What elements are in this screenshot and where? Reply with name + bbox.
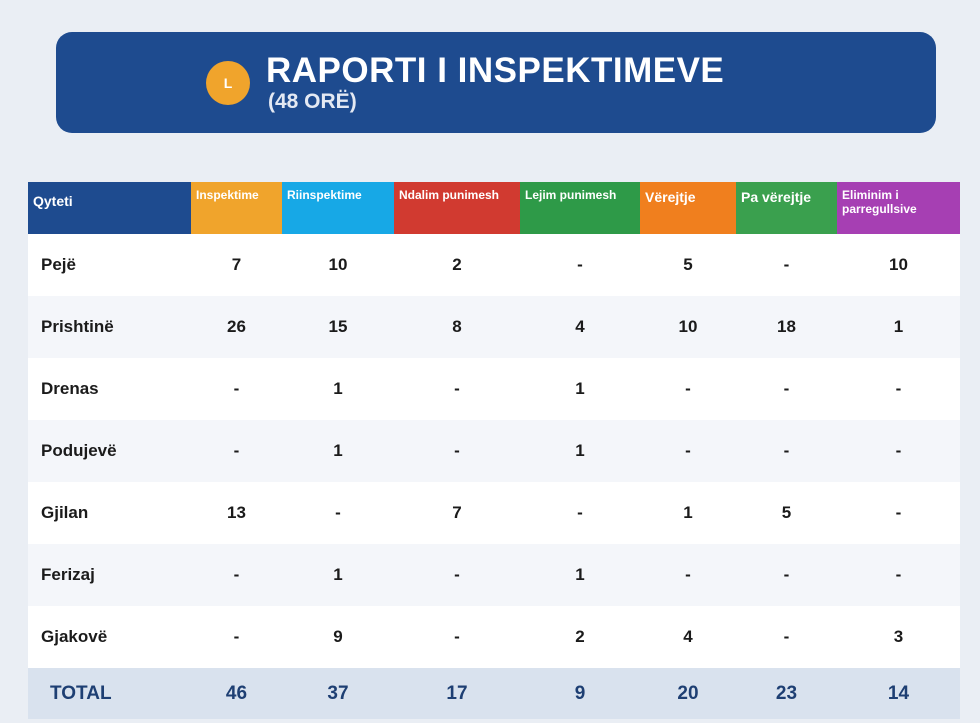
table-cell: - — [454, 565, 460, 584]
table-cell: 18 — [777, 317, 796, 336]
total-cell: 14 — [887, 682, 910, 704]
table-cell: - — [895, 565, 902, 584]
table-cell: 10 — [678, 317, 698, 336]
table-row: Drenas - 1 - 1 - - - — [28, 358, 960, 420]
total-row: TOTAL 46 37 17 9 20 23 14 — [28, 668, 960, 719]
table-cell: - — [895, 503, 902, 522]
table-cell: - — [454, 627, 460, 646]
total-label: TOTAL — [50, 682, 112, 704]
table-cell: 1 — [575, 441, 585, 460]
table-cell: 1 — [893, 317, 904, 336]
table-cell: - — [685, 441, 691, 460]
table-row: Podujevë - 1 - 1 - - - — [28, 420, 960, 482]
table-cell: - — [233, 379, 240, 398]
table-cell: - — [233, 441, 240, 460]
table-row: Ferizaj - 1 - 1 - - - — [28, 544, 960, 606]
total-cell: 37 — [327, 682, 349, 704]
total-cell: 46 — [225, 682, 248, 704]
table-cell: 4 — [575, 317, 585, 336]
row-city: Gjilan — [41, 503, 89, 522]
inspection-table: Qyteti Inspektime Riinspektime Ndalim pu… — [28, 182, 960, 719]
table-cell: - — [577, 503, 583, 522]
column-header-no-remarks: Pa vërejtje — [736, 182, 837, 234]
total-cell: 23 — [775, 682, 798, 704]
total-cell: 9 — [574, 682, 586, 704]
column-header-city: Qyteti — [28, 182, 191, 234]
table-cell: - — [454, 441, 460, 460]
table-header: Qyteti Inspektime Riinspektime Ndalim pu… — [28, 182, 960, 234]
total-cell: 20 — [677, 682, 699, 704]
table-cell: 26 — [227, 317, 246, 336]
table-row: Prishtinë 26 15 8 4 10 18 1 — [28, 296, 960, 358]
table-cell: - — [783, 255, 790, 274]
table-row: Gjakovë - 9 - 2 4 - 3 — [28, 606, 960, 668]
table-cell: 13 — [227, 503, 246, 522]
row-city: Gjakovë — [41, 627, 108, 646]
column-header-remarks: Vërejtje — [640, 182, 736, 234]
table-cell: 1 — [333, 565, 343, 584]
table-cell: 1 — [575, 565, 585, 584]
table-cell: - — [783, 565, 790, 584]
table-cell: 9 — [333, 627, 343, 646]
total-cell: 17 — [446, 682, 468, 704]
row-city: Prishtinë — [41, 317, 114, 336]
table-cell: 7 — [452, 503, 462, 522]
title-banner: L RAPORTI I INSPEKTIMEVE (48 ORË) — [56, 32, 936, 133]
table-cell: 7 — [231, 255, 242, 274]
table-cell: 1 — [333, 441, 343, 460]
table-cell: 15 — [328, 317, 348, 336]
table-cell: 4 — [683, 627, 693, 646]
table-cell: - — [577, 255, 583, 274]
table-cell: 2 — [452, 255, 462, 274]
table-row: Gjilan 13 - 7 - 1 5 - — [28, 482, 960, 544]
table-cell: - — [783, 441, 790, 460]
column-header-work-permit: Lejim punimesh — [520, 182, 640, 234]
table-cell: - — [233, 627, 240, 646]
table-cell: 1 — [575, 379, 585, 398]
table-cell: 1 — [683, 503, 693, 522]
table-cell: 5 — [683, 255, 693, 274]
column-header-inspections: Inspektime — [191, 182, 282, 234]
row-city: Ferizaj — [41, 565, 95, 584]
table-cell: - — [335, 503, 341, 522]
table-cell: 10 — [889, 255, 908, 274]
page-title: RAPORTI I INSPEKTIMEVE — [266, 50, 725, 90]
table-cell: 2 — [575, 627, 585, 646]
table-cell: - — [233, 565, 240, 584]
table-cell: 1 — [333, 379, 343, 398]
table-cell: - — [783, 379, 790, 398]
column-header-work-stop: Ndalim punimesh — [394, 182, 520, 234]
table-cell: - — [895, 379, 902, 398]
column-header-reinspections: Riinspektime — [282, 182, 394, 234]
column-header-irregularities-eliminated: Eliminim i parregullsive — [837, 182, 960, 234]
table-row: Pejë 7 10 2 - 5 - 10 — [28, 234, 960, 296]
table-cell: 10 — [328, 255, 348, 274]
table-cell: 8 — [452, 317, 462, 336]
title-block: RAPORTI I INSPEKTIMEVE (48 ORË) — [266, 50, 725, 114]
row-city: Drenas — [41, 379, 99, 398]
row-city: Podujevë — [41, 441, 117, 460]
row-city: Pejë — [41, 255, 76, 274]
table-cell: - — [895, 441, 902, 460]
table-cell: - — [685, 565, 691, 584]
logo-icon: L — [206, 60, 250, 105]
table-cell: - — [685, 379, 691, 398]
table-cell: - — [454, 379, 460, 398]
table-cell: 5 — [781, 503, 792, 522]
page-subtitle: (48 ORË) — [268, 89, 357, 113]
table-cell: 3 — [893, 627, 904, 646]
table-cell: - — [783, 627, 790, 646]
